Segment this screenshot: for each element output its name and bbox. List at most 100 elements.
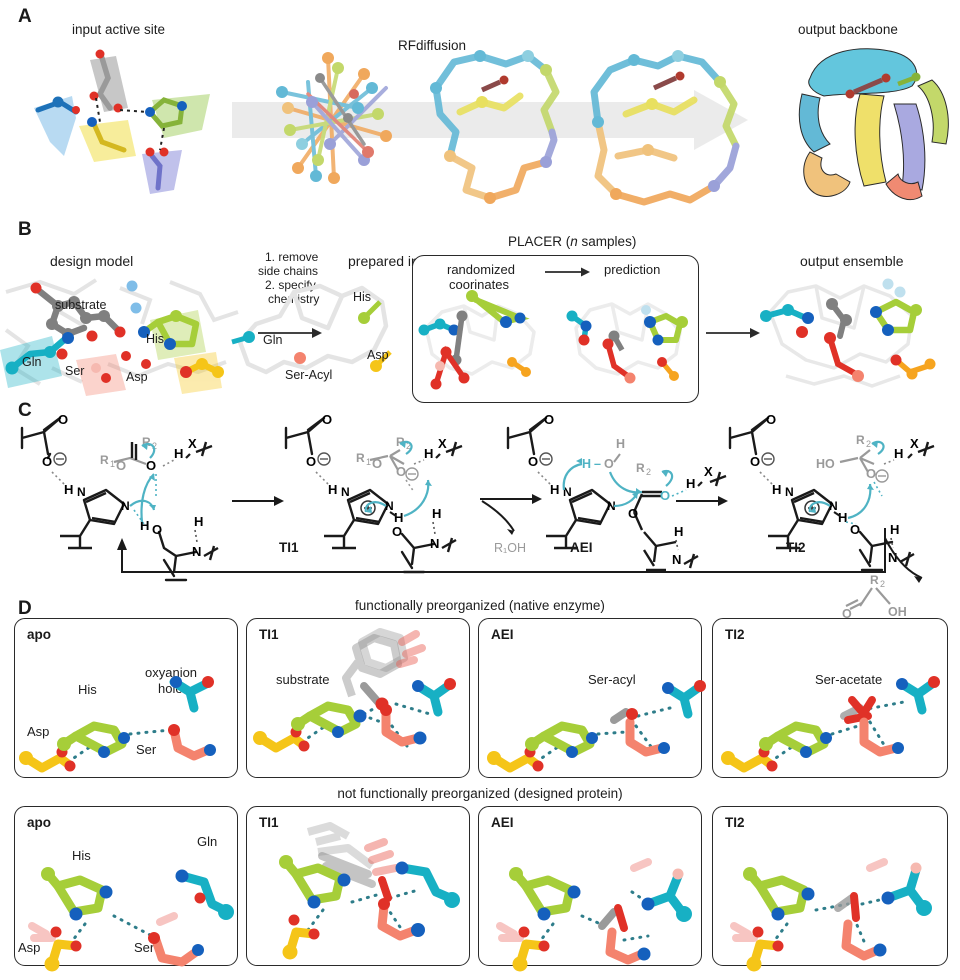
caption-coordinates: coorinates [449,277,509,292]
label-ser-bottom: Ser [134,940,155,955]
svg-text:O: O [750,454,760,469]
structure-output-ensemble [760,278,936,388]
svg-text:X: X [438,436,447,451]
label-ser-acyl-top: Ser-acyl [588,672,636,687]
panel-d-bottom-box-aei: AEI [478,806,702,966]
label-his: His [146,332,165,346]
label-substrate-top: substrate [276,672,330,687]
svg-text:H: H [328,482,337,497]
structure-aei-native [487,680,706,773]
box-state-label: TI2 [725,627,745,642]
svg-text:2: 2 [152,441,157,451]
panel-label-b: B [18,219,33,240]
structure-output-backbone-ribbon [798,48,949,200]
svg-text:O: O [628,506,638,521]
svg-text:1: 1 [366,457,371,467]
mechanism-stage-1: O O H N N H O H N R 1 O [20,412,219,582]
svg-text:2: 2 [880,579,885,589]
label-substrate: substrate [55,298,107,312]
box-state-label: apo [27,627,52,642]
arrow-placer-internal [545,267,590,277]
structure-prediction [566,302,688,384]
caption-output-ensemble: output ensemble [800,253,904,269]
step-1-line-2: side chains [258,264,319,278]
panel-label-a: A [18,6,33,27]
svg-text:O: O [842,607,852,621]
svg-text:N: N [385,499,394,513]
svg-text:HO: HO [816,457,835,471]
svg-text:H: H [64,482,73,497]
caption-design-model: design model [50,253,134,269]
mechanism-stage-2-ti1: O O H N N H O H N R 1 O [284,412,463,574]
row-title-preorganized: functionally preorganized (native enzyme… [355,598,605,613]
svg-text:O: O [372,456,382,471]
box-state-label: AEI [491,815,514,830]
mechanism-recycle-loop [117,528,923,583]
svg-text:H: H [550,482,559,497]
label-ser: Ser [65,364,85,378]
caption-randomized: randomized [447,262,515,277]
structure-apo-native [19,676,216,773]
svg-text:N: N [785,485,794,499]
svg-text:X: X [188,436,197,451]
label-his-prepared: His [353,290,372,304]
mechanism-arrow-2 [480,494,542,535]
step-2-line-2: chemistry [268,292,320,306]
placer-title-n: n [570,234,578,249]
svg-text:N: N [888,550,897,565]
svg-text:H: H [582,457,591,471]
caption-output-backbone: output backbone [798,22,898,37]
svg-text:H: H [194,514,203,529]
row-title-not-preorganized: not functionally preorganized (designed … [337,786,623,801]
svg-text:N: N [563,485,572,499]
panel-d-bottom-box-apo: apo [14,806,238,966]
svg-text:H: H [394,510,403,525]
svg-text:N: N [341,485,350,499]
svg-text:O: O [152,522,162,537]
structure-ti2-designed [730,858,932,972]
svg-text:R: R [870,573,879,587]
svg-text:O: O [116,458,126,473]
label-ser-top: Ser [136,742,157,757]
svg-text:H: H [686,476,695,491]
svg-text:O: O [306,454,316,469]
svg-text:2: 2 [866,439,871,449]
arrow-output-ensemble [706,328,760,338]
label-gln-bottom: Gln [197,834,218,849]
svg-text:2: 2 [406,441,411,451]
svg-text:N: N [77,485,86,499]
svg-text:H: H [894,446,903,461]
svg-text:N: N [829,499,838,513]
svg-text:H: H [674,524,683,539]
caption-input-active-site: input active site [72,22,166,37]
svg-text:R: R [100,453,109,467]
caption-prediction: prediction [604,262,661,277]
box-state-label: TI1 [259,627,279,642]
label-asp-prepared: Asp [367,348,389,362]
box-state-label: TI2 [725,815,745,830]
box-state-label: AEI [491,627,514,642]
svg-text:H: H [174,446,183,461]
svg-text:N: N [672,552,681,567]
panel-d-top-box-apo: apo [14,618,238,778]
mechanism-stage-3-aei: O O H N N H – O H R 2 O O [506,412,727,572]
step-1-line-1: 1. remove [265,250,319,264]
svg-text:H: H [432,506,441,521]
label-oxyanion: oxyanion [145,665,198,680]
svg-text:N: N [607,499,616,513]
label-asp-top: Asp [27,724,50,739]
arrow-prepare [258,328,322,338]
svg-text:X: X [910,436,919,451]
svg-text:O: O [42,454,52,469]
panel-label-c: C [18,400,33,421]
structure-design-model [0,278,239,396]
svg-text:O: O [544,412,554,427]
svg-text:O: O [850,522,860,537]
svg-text:O: O [396,464,406,479]
state-label-aei: AEI [570,540,593,555]
svg-text:2: 2 [646,467,651,477]
structure-ti2-native [721,676,940,773]
svg-text:H: H [616,437,625,451]
svg-text:H: H [424,446,433,461]
svg-text:1: 1 [110,459,115,469]
